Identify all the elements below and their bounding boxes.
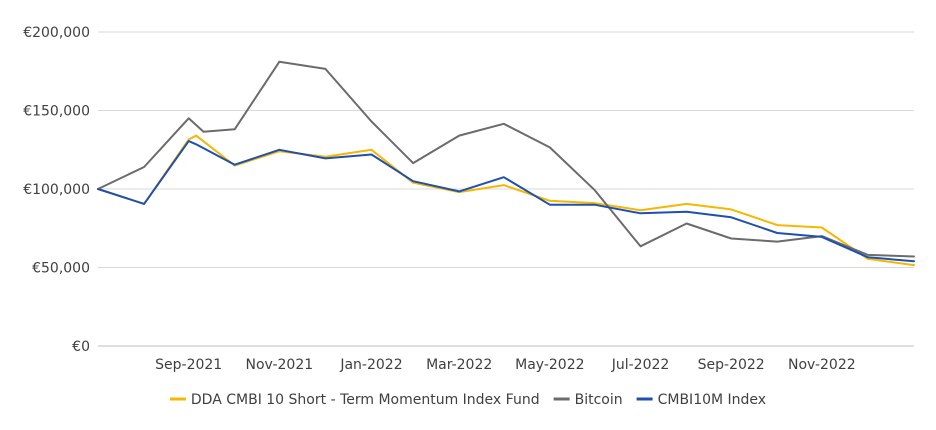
- gridlines: [98, 31, 914, 347]
- y-tick-label: €100,000: [23, 182, 90, 198]
- x-tick-label: Mar-2022: [426, 357, 492, 373]
- legend-label: CMBI10M Index: [658, 392, 766, 408]
- x-tick-label: Nov-2021: [246, 357, 314, 373]
- x-tick-label: May-2022: [515, 357, 584, 373]
- legend: DDA CMBI 10 Short - Term Momentum Index …: [169, 392, 766, 408]
- x-tick-label: Jul-2022: [611, 357, 670, 373]
- y-tick-label: €50,000: [32, 261, 90, 277]
- x-axis-tick-labels: Sep-2021 Nov-2021 Jan-2022 Mar-2022 May-2022…: [155, 357, 856, 373]
- legend-item: CMBI10M Index: [636, 392, 766, 408]
- x-tick-label: Nov-2022: [788, 357, 856, 373]
- x-tick-label: Jan-2022: [339, 357, 402, 373]
- series-line-1: [97, 134, 915, 267]
- legend-item: DDA CMBI 10 Short - Term Momentum Index …: [169, 392, 540, 408]
- legend-label: DDA CMBI 10 Short - Term Momentum Index …: [191, 392, 540, 408]
- series-line-3: [97, 140, 915, 263]
- y-tick-label: €0: [72, 339, 90, 355]
- y-axis-tick-labels: €0 €50,000 €100,000 €150,000 €200,000: [23, 25, 90, 355]
- legend-item: Bitcoin: [553, 392, 623, 408]
- x-tick-label: Sep-2022: [698, 357, 765, 373]
- y-tick-label: €200,000: [23, 25, 90, 41]
- legend-label: Bitcoin: [575, 392, 623, 408]
- y-tick-label: €150,000: [23, 104, 90, 120]
- series-lines: [97, 60, 915, 267]
- x-tick-label: Sep-2021: [155, 357, 222, 373]
- series-line-2: [97, 60, 915, 258]
